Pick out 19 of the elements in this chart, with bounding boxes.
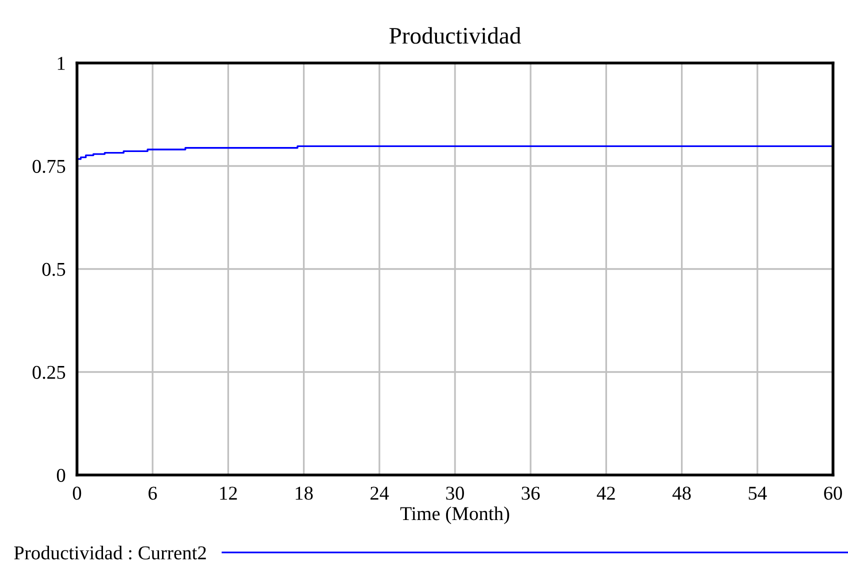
x-tick-label: 36: [522, 486, 540, 500]
x-tick-label: 30: [446, 486, 464, 500]
y-tick-label: 0.25: [32, 366, 66, 380]
x-tick-label: 0: [72, 486, 82, 500]
chart-title: Productividad: [389, 27, 521, 44]
x-tick-label: 24: [370, 486, 389, 500]
x-tick-label: 42: [596, 486, 615, 500]
y-tick-label: 1: [58, 56, 65, 70]
x-tick-label: 60: [824, 486, 842, 500]
text: Productividad : Current2: [14, 546, 206, 560]
x-tick-label: 48: [672, 486, 691, 500]
x-tick-label: 12: [220, 486, 237, 500]
y-tick-label: 0.75: [32, 160, 66, 174]
x-tick-label: 54: [748, 486, 767, 500]
x-tick-label: 18: [296, 486, 313, 500]
x-tick-label: 6: [148, 486, 157, 500]
y-tick-label: 0: [56, 468, 66, 482]
x-axis-title: Time (Month): [400, 506, 510, 524]
y-tick-label: 0.5: [42, 262, 66, 276]
